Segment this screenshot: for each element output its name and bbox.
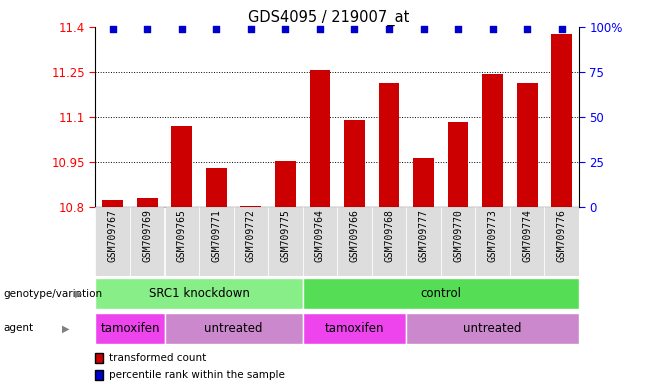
Text: tamoxifen: tamoxifen bbox=[325, 322, 384, 335]
Point bbox=[211, 26, 222, 32]
Bar bbox=[482, 73, 503, 207]
Point bbox=[488, 26, 498, 32]
Bar bbox=[102, 200, 123, 207]
Bar bbox=[95, 313, 164, 344]
Bar bbox=[475, 207, 510, 276]
Point bbox=[384, 26, 394, 32]
Text: ▶: ▶ bbox=[62, 323, 69, 333]
Text: GDS4095 / 219007_at: GDS4095 / 219007_at bbox=[248, 10, 410, 26]
Bar bbox=[544, 207, 579, 276]
Bar bbox=[164, 313, 303, 344]
Bar bbox=[344, 120, 365, 207]
Bar bbox=[309, 71, 330, 207]
Bar bbox=[164, 207, 199, 276]
Bar bbox=[199, 207, 234, 276]
Bar bbox=[171, 126, 192, 207]
Point bbox=[522, 26, 532, 32]
Text: GSM709775: GSM709775 bbox=[280, 209, 290, 262]
Text: GSM709777: GSM709777 bbox=[418, 209, 428, 262]
Bar bbox=[275, 161, 295, 207]
Point bbox=[142, 26, 153, 32]
Bar bbox=[234, 207, 268, 276]
Text: ▶: ▶ bbox=[75, 289, 82, 299]
Bar bbox=[303, 207, 337, 276]
Bar bbox=[447, 122, 468, 207]
Bar bbox=[406, 207, 441, 276]
Bar bbox=[413, 158, 434, 207]
Point bbox=[557, 26, 567, 32]
Bar bbox=[268, 207, 303, 276]
Text: GSM709774: GSM709774 bbox=[522, 209, 532, 262]
Text: GSM709776: GSM709776 bbox=[557, 209, 567, 262]
Text: GSM709771: GSM709771 bbox=[211, 209, 221, 262]
Text: GSM709767: GSM709767 bbox=[108, 209, 118, 262]
Text: GSM709769: GSM709769 bbox=[142, 209, 152, 262]
Text: percentile rank within the sample: percentile rank within the sample bbox=[109, 370, 284, 380]
Bar bbox=[130, 207, 164, 276]
Point bbox=[245, 26, 256, 32]
Bar bbox=[406, 313, 579, 344]
Bar bbox=[379, 83, 399, 207]
Bar bbox=[372, 207, 407, 276]
Text: GSM709773: GSM709773 bbox=[488, 209, 497, 262]
Text: transformed count: transformed count bbox=[109, 353, 206, 363]
Bar bbox=[240, 206, 261, 207]
Bar bbox=[137, 198, 157, 207]
Text: GSM709766: GSM709766 bbox=[349, 209, 359, 262]
Bar bbox=[95, 207, 130, 276]
Bar bbox=[517, 83, 538, 207]
Bar bbox=[303, 278, 579, 310]
Point bbox=[315, 26, 325, 32]
Point bbox=[349, 26, 360, 32]
Text: SRC1 knockdown: SRC1 knockdown bbox=[149, 287, 249, 300]
Point bbox=[176, 26, 187, 32]
Point bbox=[453, 26, 463, 32]
Bar bbox=[337, 207, 372, 276]
Text: GSM709768: GSM709768 bbox=[384, 209, 394, 262]
Point bbox=[418, 26, 429, 32]
Text: genotype/variation: genotype/variation bbox=[3, 289, 103, 299]
Bar bbox=[551, 35, 572, 207]
Point bbox=[280, 26, 291, 32]
Text: untreated: untreated bbox=[463, 322, 522, 335]
Text: untreated: untreated bbox=[205, 322, 263, 335]
Bar bbox=[206, 168, 226, 207]
Bar bbox=[303, 313, 406, 344]
Point bbox=[107, 26, 118, 32]
Text: tamoxifen: tamoxifen bbox=[100, 322, 160, 335]
Text: GSM709770: GSM709770 bbox=[453, 209, 463, 262]
Bar bbox=[441, 207, 475, 276]
Text: GSM709765: GSM709765 bbox=[177, 209, 187, 262]
Bar bbox=[510, 207, 544, 276]
Bar bbox=[95, 278, 303, 310]
Text: GSM709764: GSM709764 bbox=[315, 209, 325, 262]
Text: control: control bbox=[420, 287, 461, 300]
Text: GSM709772: GSM709772 bbox=[246, 209, 256, 262]
Text: agent: agent bbox=[3, 323, 34, 333]
